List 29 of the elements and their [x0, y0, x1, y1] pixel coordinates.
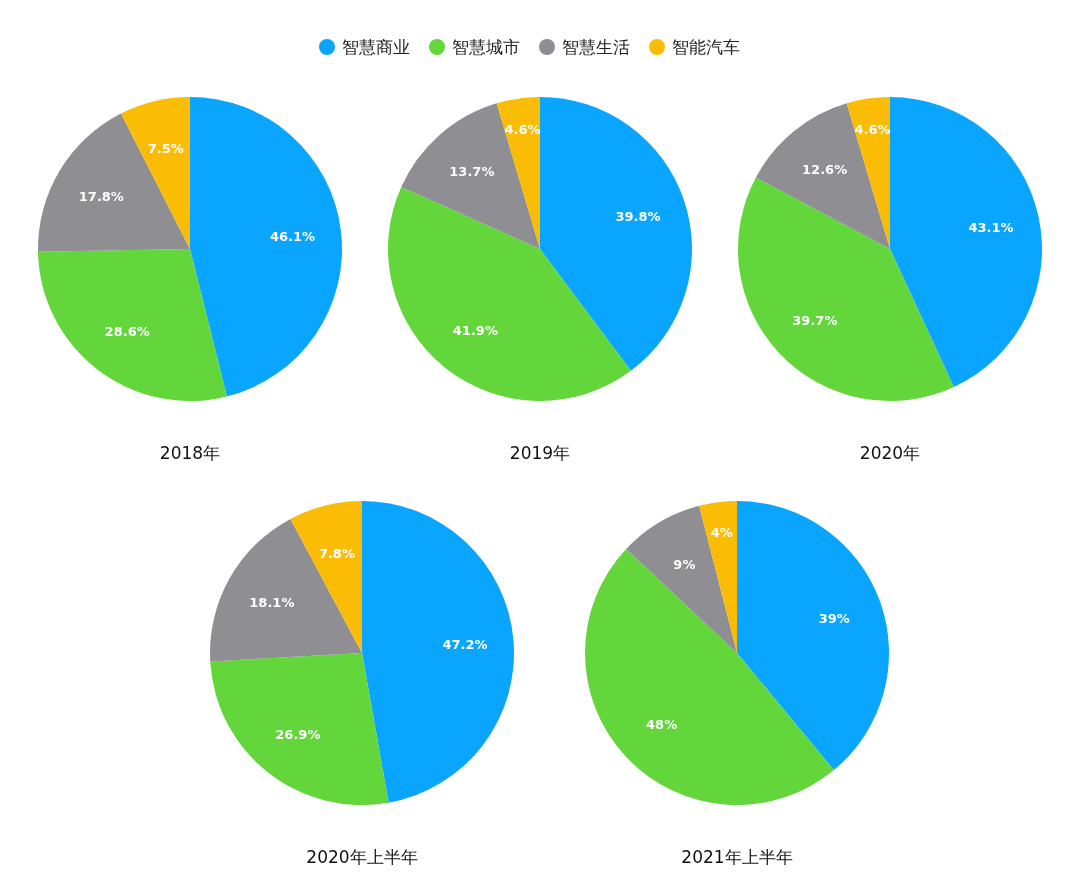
data-label: 48%: [646, 716, 678, 732]
data-label: 7.8%: [318, 545, 355, 561]
data-label: 47.2%: [442, 636, 488, 652]
data-label: 39%: [818, 610, 850, 626]
text: 2020年: [859, 443, 921, 463]
data-label: 4.6%: [854, 121, 891, 137]
data-label: 9%: [673, 557, 696, 573]
data-label: 18.1%: [249, 595, 295, 611]
data-label: 4.6%: [504, 121, 541, 137]
data-label: 39.7%: [792, 312, 838, 328]
data-label: 17.8%: [78, 188, 124, 204]
data-label: 13.7%: [449, 164, 495, 180]
legend-label: 智慧商业: [342, 37, 410, 57]
text: 2020年上半年: [306, 847, 418, 867]
text: 2018年: [159, 443, 221, 463]
data-label: 46.1%: [270, 229, 316, 245]
text: 2021年上半年: [681, 847, 793, 867]
data-label: 43.1%: [968, 219, 1014, 235]
data-label: 12.6%: [802, 161, 848, 177]
data-label: 4%: [710, 525, 733, 541]
legend-label: 智慧城市: [452, 37, 520, 57]
legend-label: 智慧生活: [562, 37, 630, 57]
legend-label: 智能汽车: [672, 37, 740, 57]
data-label: 39.8%: [615, 209, 661, 225]
data-label: 7.5%: [147, 141, 184, 157]
text: 2019年: [509, 443, 571, 463]
data-label: 28.6%: [104, 324, 150, 340]
data-label: 26.9%: [275, 727, 321, 743]
data-label: 41.9%: [452, 322, 498, 338]
